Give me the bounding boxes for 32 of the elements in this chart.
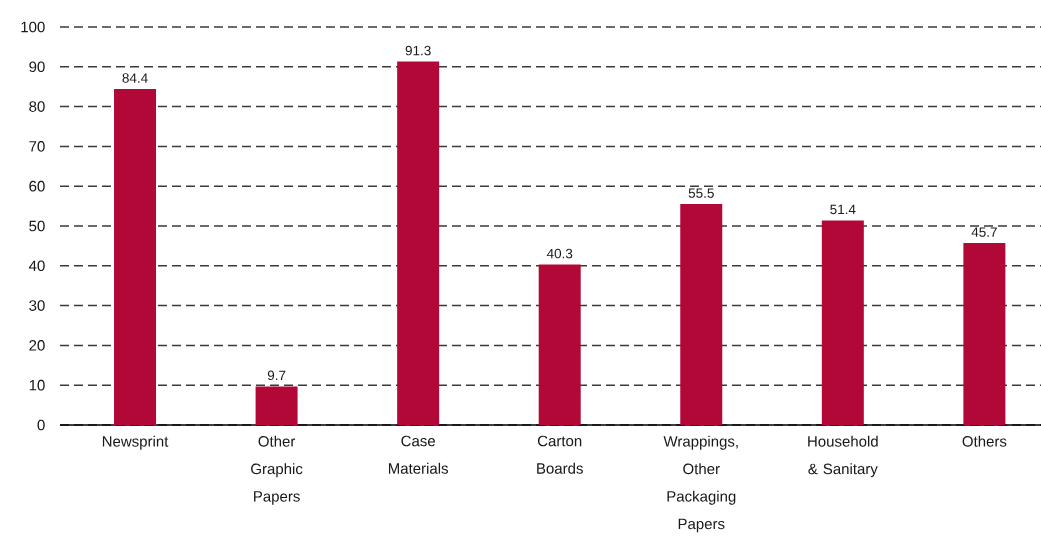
y-tick-label: 50 xyxy=(29,220,45,232)
y-tick-label: 70 xyxy=(29,141,45,152)
y-tick-label: 10 xyxy=(29,379,45,391)
x-tick-label: Newsprint xyxy=(102,435,169,450)
bar xyxy=(114,89,157,425)
data-label: 55.5 xyxy=(688,188,714,198)
x-tick-label: Others xyxy=(962,435,1007,447)
data-label: 45.7 xyxy=(971,227,997,237)
y-tick-label: 100 xyxy=(21,21,45,33)
data-label: 91.3 xyxy=(405,45,431,56)
y-tick-label: 90 xyxy=(29,61,45,73)
x-tick-label: Other Graphic Papers xyxy=(251,435,303,505)
bar xyxy=(963,243,1006,425)
x-tick-label: Carton Boards xyxy=(537,435,583,474)
y-tick-label: 30 xyxy=(29,300,45,311)
y-tick-label: 0 xyxy=(37,419,45,431)
y-tick-label: 20 xyxy=(29,340,45,351)
y-tick-label: 60 xyxy=(29,180,45,192)
data-label: 40.3 xyxy=(546,248,573,259)
bar xyxy=(397,61,440,425)
bar xyxy=(538,264,581,425)
x-tick-label: Household & Sanitary xyxy=(808,435,878,478)
data-label: 51.4 xyxy=(830,204,856,215)
bar xyxy=(680,204,723,425)
x-tick-label: Case Materials xyxy=(388,435,449,474)
bar xyxy=(255,386,298,425)
bar xyxy=(821,220,864,425)
data-label: 9.7 xyxy=(267,370,286,381)
x-tick-label: Wrappings, Other Packaging Papers xyxy=(663,435,738,533)
data-label: 84.4 xyxy=(122,73,148,83)
y-tick-label: 80 xyxy=(29,101,45,112)
y-tick-label: 40 xyxy=(28,260,45,272)
